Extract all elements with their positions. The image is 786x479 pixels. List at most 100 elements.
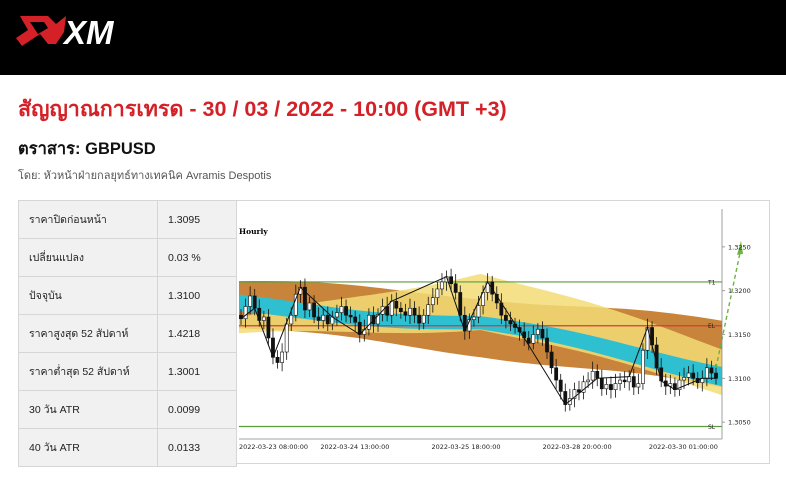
candle [504,314,508,321]
candle [636,383,641,388]
stat-value: 1.3095 [157,200,237,239]
candle [682,377,686,381]
candle [535,328,540,335]
signal-levels: T1 EL SL [239,279,722,431]
candle [554,367,559,381]
page-title: สัญญาณการเทรด - 30 / 03 / 2022 - 10:00 (… [18,97,507,121]
stats-row: เปลี่ยนแปลง 0.03 % [18,238,237,277]
stat-value: 0.03 % [157,238,237,277]
candle [545,337,549,353]
x-tick-label: 2022-03-24 13:00:00 [320,443,389,451]
candle [243,306,248,320]
price-chart-svg: T1 EL SL 1.3250 1.3200 1.3150 1.3100 1.3050 202… [239,209,751,451]
candle [581,381,586,393]
candle [398,307,403,313]
candle [704,367,709,379]
candle [627,376,632,383]
candle [714,372,718,379]
candle [458,292,463,316]
stat-label: ปัจจุบัน [18,276,158,315]
y-tick-label: 1.3050 [728,419,751,427]
candle [261,316,266,321]
candle [421,314,426,324]
stats-row: ปัจจุบัน 1.3100 [18,276,237,315]
xm-logo-text: XM [62,14,115,51]
projection-arrow-icon [737,240,743,255]
candle [348,314,353,318]
candle [531,334,536,344]
stat-value: 0.0133 [157,428,237,467]
candle [691,372,696,379]
stat-label: ราคาปิดก่อนหน้า [18,200,158,239]
y-tick-label: 1.3250 [728,243,751,251]
candle [417,314,422,324]
candle [344,306,348,316]
xm-logo-mark-icon [16,16,66,46]
chart-axes: 1.3250 1.3200 1.3150 1.3100 1.3050 2022-03-23… [239,209,751,451]
stats-row: ราคาสูงสุด 52 สัปดาห์ 1.4218 [18,314,237,353]
candle [248,295,253,307]
candle [252,295,257,309]
x-tick-label: 2022-03-30 01:00:00 [649,443,718,451]
stat-value: 0.0099 [157,390,237,429]
candle [618,379,622,384]
stats-row: ราคาต่ำสุด 52 สัปดาห์ 1.3001 [18,352,237,391]
stat-label: 30 วัน ATR [18,390,158,429]
candle [613,383,618,390]
candlesticks [239,268,718,412]
candle [394,300,399,309]
candle [325,314,330,325]
candle [517,327,522,333]
xm-logo[interactable]: XM [14,10,139,56]
stat-label: 40 วัน ATR [18,428,158,467]
timeframe-label: Hourly [239,227,268,236]
candle [609,384,613,390]
candle [266,316,271,339]
instrument-title: ตราสาร: GBPUSD [18,140,156,158]
candle [339,306,344,313]
projection-arrow [715,240,743,368]
candle [366,314,371,330]
candle [677,379,682,390]
candle [316,316,321,321]
candle [599,378,604,390]
channel-band [239,273,722,396]
x-tick-label: 2022-03-23 08:00:00 [239,443,308,451]
candle [280,351,285,363]
candle [335,312,339,318]
candle [577,389,581,393]
candle [389,300,394,316]
projection-line [715,252,741,368]
stats-row: 30 วัน ATR 0.0099 [18,390,237,429]
candle [476,305,481,318]
candle [686,372,691,378]
candle [275,356,280,363]
stat-label: ราคาต่ำสุด 52 สัปดาห์ [18,352,158,391]
candle [312,302,316,318]
candle [572,389,577,399]
candle [321,314,326,321]
candle [622,379,627,383]
candle [526,337,531,344]
top-banner: XM [0,0,786,75]
candle [376,314,380,325]
stats-table: ราคาปิดก่อนหน้า 1.3095 เปลี่ยนแปลง 0.03 % … [18,200,237,467]
level-label-sl: SL [708,424,716,431]
candle [430,297,435,306]
candle [549,351,554,369]
stats-row: ราคาปิดก่อนหน้า 1.3095 [18,200,237,239]
candle [595,370,600,379]
stat-label: ราคาสูงสุด 52 สัปดาห์ [18,314,158,353]
candle [307,302,312,311]
stat-value: 1.3001 [157,352,237,391]
candle [508,320,513,325]
zigzag-line [240,276,716,406]
candle [453,283,458,293]
candle [289,314,294,325]
candle [540,328,545,339]
candle [590,370,595,381]
candle [408,307,412,316]
candle [293,293,298,316]
candle [631,376,636,388]
stats-row: 40 วัน ATR 0.0133 [18,428,237,467]
